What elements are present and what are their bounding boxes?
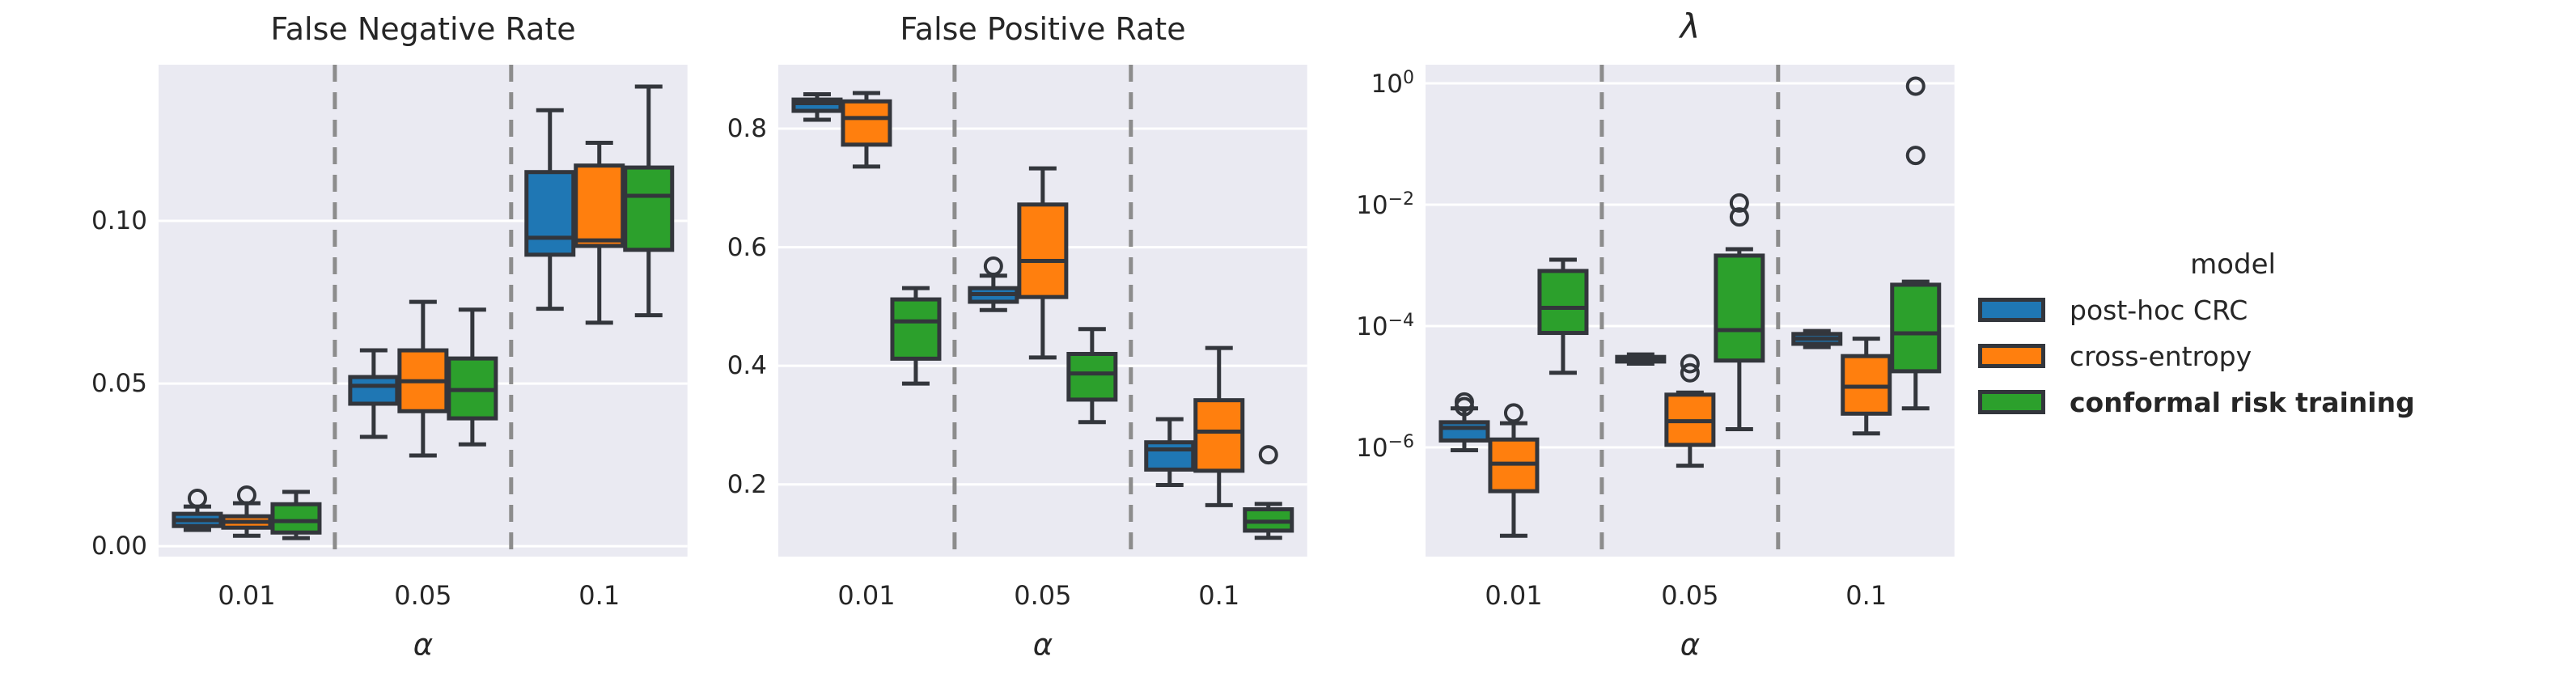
y-tick-label: 10−2: [1356, 189, 1414, 221]
legend-item-label: cross-entropy: [2070, 340, 2252, 372]
outlier-point: [1503, 403, 1523, 423]
x-tick-label: 0.1: [578, 580, 621, 611]
legend-item-label: post-hoc CRC: [2070, 294, 2248, 326]
panel-title-false-positive-rate: False Positive Rate: [900, 11, 1186, 47]
outlier-point: [983, 256, 1003, 277]
legend-swatch-green: [1978, 390, 2045, 414]
x-axis-label-alpha: α: [1032, 627, 1053, 663]
x-tick-label: 0.01: [218, 580, 276, 611]
box-cross-entropy: [574, 163, 625, 248]
y-tick-label: 0.05: [91, 369, 147, 399]
y-tick-label: 0.4: [727, 351, 767, 381]
outlier-point: [1905, 76, 1926, 96]
x-axis-label-alpha: α: [1680, 627, 1701, 663]
x-tick-label: 0.05: [394, 580, 452, 611]
box-conformal-risk-training: [1714, 253, 1765, 363]
y-tick-label: 0.8: [727, 114, 767, 143]
box-conformal-risk-training: [1537, 269, 1589, 336]
legend-item-label: conformal risk training: [2070, 386, 2415, 418]
x-tick-label: 0.01: [1485, 580, 1543, 611]
box-cross-entropy: [841, 99, 892, 147]
x-tick-label: 0.01: [837, 580, 896, 611]
legend-item-conformal-risk-training: conformal risk training: [1978, 386, 2415, 418]
x-axis-label-alpha: α: [413, 627, 434, 663]
outlier-point: [1905, 146, 1926, 166]
outlier-point: [1729, 207, 1749, 227]
x-tick-label: 0.05: [1014, 580, 1072, 611]
box-cross-entropy: [1017, 202, 1069, 299]
box-conformal-risk-training: [270, 502, 322, 535]
legend-item-post-hoc-crc: post-hoc CRC: [1978, 294, 2248, 326]
y-tick-label: 0.6: [727, 232, 767, 262]
y-tick-label: 100: [1371, 67, 1414, 100]
outlier-point: [1680, 362, 1700, 383]
box-post-hoc-crc: [1144, 440, 1196, 472]
panel-title-false-negative-rate: False Negative Rate: [270, 11, 576, 47]
y-tick-label: 10−4: [1356, 310, 1414, 342]
x-tick-label: 0.1: [1845, 580, 1888, 611]
x-tick-label: 0.1: [1198, 580, 1240, 611]
box-conformal-risk-training: [1066, 352, 1118, 402]
y-tick-label: 0.00: [91, 532, 147, 561]
outlier-point: [1680, 354, 1700, 374]
panel-title-lambda: λ: [1680, 6, 1701, 46]
legend-item-cross-entropy: cross-entropy: [1978, 340, 2252, 372]
outlier-point: [1454, 392, 1474, 412]
legend-swatch-orange: [1978, 344, 2045, 368]
outlier-point: [236, 485, 256, 505]
box-conformal-risk-training: [890, 297, 942, 361]
outlier-point: [1729, 193, 1749, 213]
legend-title: model: [2190, 248, 2276, 281]
x-tick-label: 0.05: [1661, 580, 1719, 611]
y-tick-label: 0.2: [727, 469, 767, 499]
y-tick-label: 10−6: [1356, 431, 1414, 464]
box-post-hoc-crc: [524, 170, 576, 257]
box-conformal-risk-training: [623, 165, 675, 252]
box-post-hoc-crc: [348, 375, 400, 406]
y-tick-label: 0.10: [91, 206, 147, 236]
outlier-point: [187, 489, 207, 509]
box-conformal-risk-training: [1890, 282, 1942, 374]
outlier-point: [1258, 445, 1278, 465]
legend-swatch-blue: [1978, 298, 2045, 322]
box-cross-entropy: [1193, 398, 1245, 473]
box-post-hoc-crc: [1438, 420, 1490, 443]
